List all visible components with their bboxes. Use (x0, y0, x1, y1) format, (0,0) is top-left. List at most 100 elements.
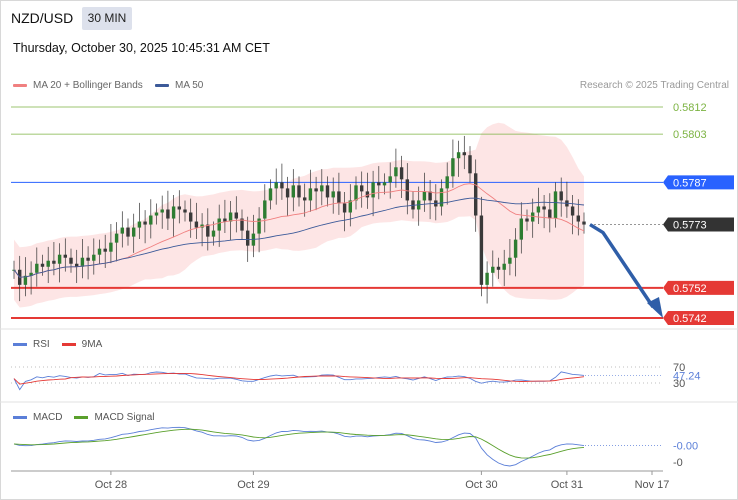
candle-body (320, 185, 324, 192)
x-tick-label: Oct 28 (95, 479, 127, 491)
candle-body (371, 182, 375, 198)
candle-body (52, 260, 56, 264)
candle-body (405, 179, 410, 201)
candle-body (166, 209, 170, 219)
candle-body (530, 212, 535, 222)
candle-body (308, 188, 313, 201)
candle-body (160, 209, 164, 213)
candle-body (285, 188, 290, 198)
macd-swatch (13, 416, 27, 419)
support-price-label: 0.5742 (673, 313, 707, 325)
candle-body (114, 233, 119, 243)
rsi-swatch (13, 343, 27, 346)
candle-body (46, 260, 50, 267)
candle-body (23, 275, 28, 285)
candle-body (183, 209, 187, 213)
rsi-line (13, 371, 585, 391)
candle-body (74, 263, 79, 267)
candle-body (92, 254, 96, 261)
candle-body (302, 197, 307, 201)
candle-body (582, 221, 586, 225)
resistance-label: 0.5803 (673, 129, 707, 141)
ma50-legend-label: MA 50 (175, 80, 204, 91)
candle-body (314, 188, 318, 192)
macd-line (13, 426, 585, 467)
x-tick-label: Oct 29 (237, 479, 269, 491)
support-price-tag (663, 311, 734, 325)
candle-body (57, 254, 62, 264)
candle-body (86, 257, 90, 261)
candle-body (422, 191, 427, 201)
chart-header: NZD/USD 30 MIN Thursday, October 30, 202… (0, 0, 738, 70)
candle-body (559, 191, 563, 201)
candle-body (171, 206, 176, 219)
candle-body (177, 206, 182, 210)
rsi-value-label: 47.24 (673, 370, 701, 382)
candle-body (496, 266, 501, 270)
rsi-ma-swatch (61, 343, 76, 346)
candle-body (223, 218, 227, 222)
candle-body (131, 227, 136, 237)
rsi-level-label: 30 (673, 378, 685, 390)
candle-body (245, 230, 250, 246)
candle-body (576, 215, 581, 222)
candle-body (297, 185, 301, 198)
candle-body (194, 221, 199, 228)
candle-body (143, 221, 147, 225)
candle-body (451, 158, 455, 177)
candle-body (63, 254, 68, 258)
forecast-arrow (589, 223, 655, 308)
candle-body (80, 257, 85, 267)
candle-body (240, 218, 244, 231)
candle-body (257, 218, 261, 234)
candle-body (274, 182, 278, 189)
current-price-label: 0.5773 (673, 220, 707, 232)
ma50-swatch (155, 84, 169, 87)
candle-body (502, 263, 506, 270)
candle-body (211, 230, 216, 237)
candle-body (97, 248, 102, 255)
candle-body (485, 272, 489, 285)
candle-body (325, 185, 330, 198)
candle-body (137, 221, 142, 228)
pivot-price-tag (663, 175, 734, 190)
candle-body (206, 224, 210, 237)
candle-body (548, 209, 552, 219)
ma50-line (13, 197, 585, 278)
candle-body (348, 200, 353, 213)
candle-body (359, 185, 364, 192)
rsi-legend-label: RSI (33, 339, 50, 350)
candle-body (217, 218, 221, 231)
candle-body (536, 206, 541, 213)
candle-body (382, 182, 387, 186)
candle-body (570, 206, 575, 216)
timestamp: Thursday, October 30, 2025 10:45:31 AM C… (13, 41, 270, 55)
macd-legend: MACD MACD Signal (13, 412, 154, 423)
bollinger-band-fill (14, 122, 584, 308)
rsi-level-label: 70 (673, 362, 685, 374)
candle-body (394, 167, 398, 177)
macd-signal-line (13, 428, 585, 459)
candle-body (69, 257, 73, 264)
instrument-title: NZD/USD (11, 10, 74, 26)
copyright-notice: Research © 2025 Trading Central (579, 80, 729, 91)
candle-body (354, 185, 358, 201)
timeframe-badge[interactable]: 30 MIN (82, 7, 132, 30)
candle-body (234, 212, 239, 219)
legend-ma50: MA 50 (155, 80, 203, 91)
candle-body (109, 242, 113, 252)
candle-body (228, 212, 233, 222)
macd-signal-legend-label: MACD Signal (94, 412, 155, 423)
resistance-label: 0.5812 (673, 102, 707, 114)
candle-body (149, 215, 153, 225)
candle-body (120, 227, 125, 234)
rsi-ma-line (13, 372, 585, 385)
ma20-swatch (13, 84, 27, 87)
candle-body (519, 218, 524, 240)
macd-legend-label: MACD (33, 412, 63, 423)
candle-body (399, 167, 404, 180)
macd-value-label: -0.00 (673, 441, 698, 453)
pivot-price-label: 0.5787 (673, 177, 707, 189)
candle-body (439, 188, 444, 207)
candle-body (513, 239, 518, 258)
